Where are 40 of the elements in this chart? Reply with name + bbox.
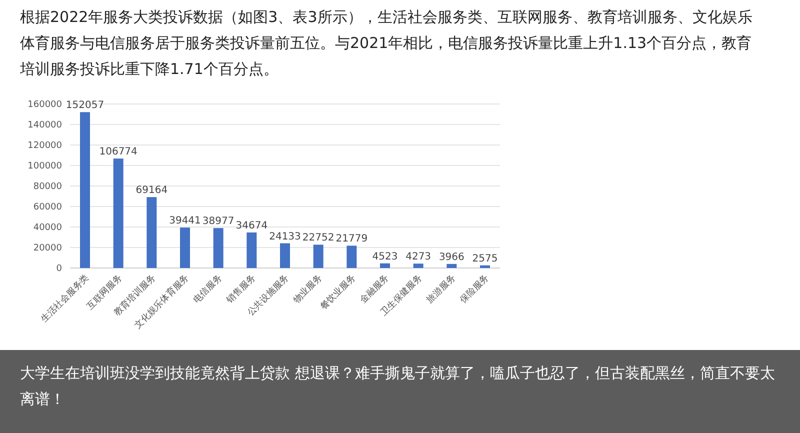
- text: 大学生在培训班没学到技能竟然背上贷款 想退课？难手撕鬼子就算了，嗑瓜子也忍了，但古装配黑丝，简直不要太离谱！: [20, 364, 775, 408]
- bar: [180, 228, 190, 268]
- data-label: 21779: [336, 234, 368, 245]
- bar: [246, 232, 257, 268]
- x-tick-label: 保险服务: [458, 272, 492, 306]
- bar: [313, 244, 324, 268]
- bar: [346, 246, 357, 268]
- x-tick-label: 旅游服务: [424, 272, 458, 306]
- data-label: 22752: [302, 232, 334, 244]
- chart-title: 根据2022年服务大类投诉数据（如图3、表3所示），生活社会服务类、互联网服务、教育培训服务、文化娱乐体育服务与电信服务居于服务类投诉量前五位。与2021年相比，电信服务投诉量比重上升1.13个百分点，教育培训服务投诉比重下降1.71个百分点。: [19, 8, 752, 78]
- y-tick-label: 80000: [33, 182, 62, 192]
- data-label: 3966: [438, 252, 464, 263]
- data-label: 4523: [372, 251, 398, 262]
- bar: [80, 112, 90, 268]
- y-tick-label: 120000: [28, 141, 62, 151]
- data-label: 152057: [66, 100, 104, 112]
- data-label: 106774: [99, 146, 138, 158]
- y-tick-label: 160000: [28, 100, 62, 110]
- y-tick-label: 60000: [33, 202, 62, 212]
- data-label: 38977: [202, 216, 234, 228]
- y-tick-label: 40000: [33, 223, 62, 233]
- bar: [446, 264, 457, 268]
- data-label: 34674: [236, 220, 268, 232]
- bar: [480, 265, 490, 268]
- bar: [413, 264, 424, 268]
- bar: [213, 228, 224, 268]
- bar: [280, 243, 290, 268]
- data-label: 39441: [169, 216, 201, 227]
- data-label: 4273: [406, 252, 432, 263]
- data-label: 24133: [269, 231, 301, 242]
- bar: [146, 197, 157, 268]
- bar: [380, 263, 390, 268]
- x-tick-label: 电信服务: [191, 272, 224, 306]
- bar: [113, 158, 124, 268]
- y-tick-label: 20000: [33, 244, 62, 254]
- y-tick-label: 0: [56, 264, 62, 274]
- y-tick-label: 100000: [28, 162, 62, 172]
- data-label: 2575: [472, 253, 498, 264]
- y-tick-label: 140000: [28, 120, 62, 130]
- data-label: 69164: [136, 185, 168, 196]
